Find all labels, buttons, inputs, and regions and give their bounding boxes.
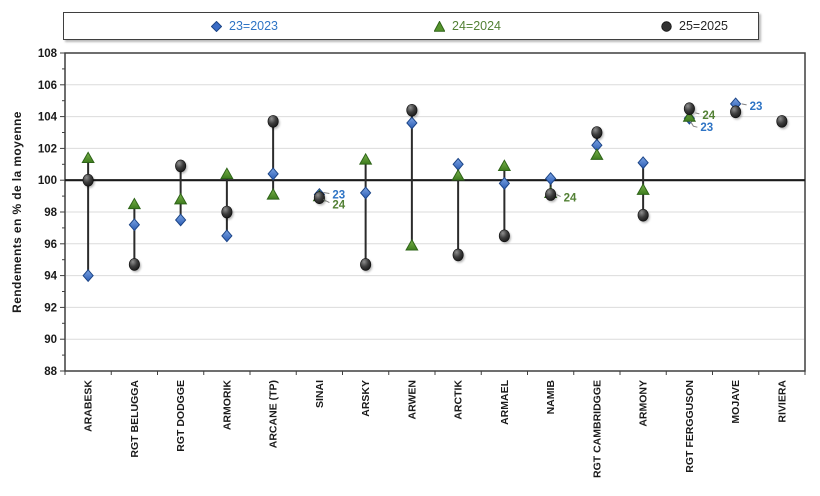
svg-text:106: 106 [38, 80, 57, 92]
x-axis-label: RGT CAMBRIDGGE [591, 380, 603, 478]
chart-legend: 23=2023 24=2024 25=2025 [63, 12, 759, 40]
data-point [81, 151, 95, 164]
x-axis-label: ARMORIK [221, 380, 233, 431]
data-point [498, 229, 510, 243]
annotation-leader [556, 194, 561, 197]
data-point [590, 148, 604, 160]
legend-item-2025: 25=2025 [661, 13, 728, 39]
x-axis-label: RIVIERA [776, 380, 788, 423]
x-axis-label: MOJAVE [730, 380, 742, 424]
data-point [221, 229, 233, 243]
data-point [174, 213, 187, 227]
data-point [637, 156, 649, 170]
x-axis-label: RGT BELUGGA [129, 380, 141, 458]
annotation-leader [323, 199, 330, 203]
svg-text:100: 100 [38, 175, 57, 187]
legend-label-2024: 24=2024 [452, 19, 502, 33]
data-point [267, 115, 279, 128]
annotation-label: 24 [564, 193, 577, 205]
data-point [636, 183, 650, 195]
annotation-label: 24 [332, 200, 345, 212]
svg-text:98: 98 [44, 207, 57, 219]
svg-text:90: 90 [44, 334, 57, 346]
x-axis-label: ARCANE (TP) [268, 380, 280, 448]
legend-item-2024: 24=2024 [434, 13, 501, 39]
x-axis-ticks [64, 371, 806, 375]
x-axis-label: ARSKY [360, 380, 372, 417]
data-point [266, 187, 280, 200]
annotation-leader [323, 192, 330, 195]
data-point [128, 258, 140, 271]
annotation-leader [741, 103, 747, 106]
data-point [82, 269, 94, 283]
x-axis-labels: ARABESK RGT BELUGGA RGT DODGGE ARMORIK ARCAN… [83, 379, 789, 478]
annotation-label: 23 [700, 122, 713, 134]
data-point [544, 172, 557, 186]
x-axis-label: RGT DODGGE [175, 380, 187, 452]
data-point [360, 258, 372, 271]
legend-label-2023: 23=2023 [229, 19, 279, 33]
data-point [313, 191, 325, 204]
data-point [267, 167, 279, 181]
x-axis-label: ARABESK [83, 380, 95, 432]
data-point [452, 157, 464, 171]
svg-text:102: 102 [38, 143, 57, 155]
data-point [451, 168, 465, 181]
svg-text:108: 108 [38, 48, 58, 60]
annotation-leader [695, 112, 700, 115]
data-point [591, 126, 603, 139]
data-point [497, 159, 512, 171]
circle-icon [661, 20, 672, 32]
annotation-leader [689, 120, 698, 128]
triangle-icon [434, 20, 445, 32]
data-point [221, 205, 233, 219]
data-point [730, 105, 742, 119]
data-point [776, 115, 788, 128]
data-point [175, 159, 187, 173]
annotation-label: 23 [750, 101, 763, 113]
data-point [358, 152, 373, 165]
data-point [173, 192, 188, 205]
x-axis-label: ARMONY [638, 380, 650, 427]
svg-text:92: 92 [44, 302, 57, 314]
data-point [406, 116, 418, 130]
series-23=2023 [82, 97, 742, 283]
svg-text:94: 94 [44, 271, 57, 283]
svg-text:88: 88 [44, 366, 57, 378]
x-axis-label: ARCTIK [453, 380, 465, 420]
data-point [683, 102, 695, 115]
legend-item-2023: 23=2023 [211, 13, 278, 39]
annotation-label: 24 [702, 110, 715, 122]
data-point [637, 208, 649, 222]
data-point [128, 218, 141, 232]
y-axis: 88 90 92 94 96 98 100 102 104 106 108 [38, 48, 65, 378]
data-point [127, 197, 142, 210]
x-axis-label: RGT FERGGUSON [684, 380, 696, 473]
data-point [359, 186, 372, 200]
x-axis-label: SINAI [314, 380, 326, 408]
svg-text:104: 104 [38, 112, 58, 124]
data-point [406, 103, 418, 117]
data-point [452, 248, 464, 262]
data-point [545, 188, 557, 201]
legend-label-2025: 25=2025 [679, 19, 729, 33]
series-25=2025 [82, 102, 789, 273]
svg-text:96: 96 [44, 239, 57, 251]
gridlines [66, 84, 804, 340]
x-axis-label: ARMAEL [499, 379, 511, 424]
x-axis-label: NAMIB [545, 380, 557, 415]
data-point [498, 176, 511, 190]
data-point [82, 173, 94, 187]
x-axis-label: ARWEN [406, 380, 418, 419]
data-point [405, 238, 419, 251]
data-point [220, 167, 234, 179]
diamond-icon [211, 20, 222, 32]
annotation-label: 23 [332, 190, 345, 202]
